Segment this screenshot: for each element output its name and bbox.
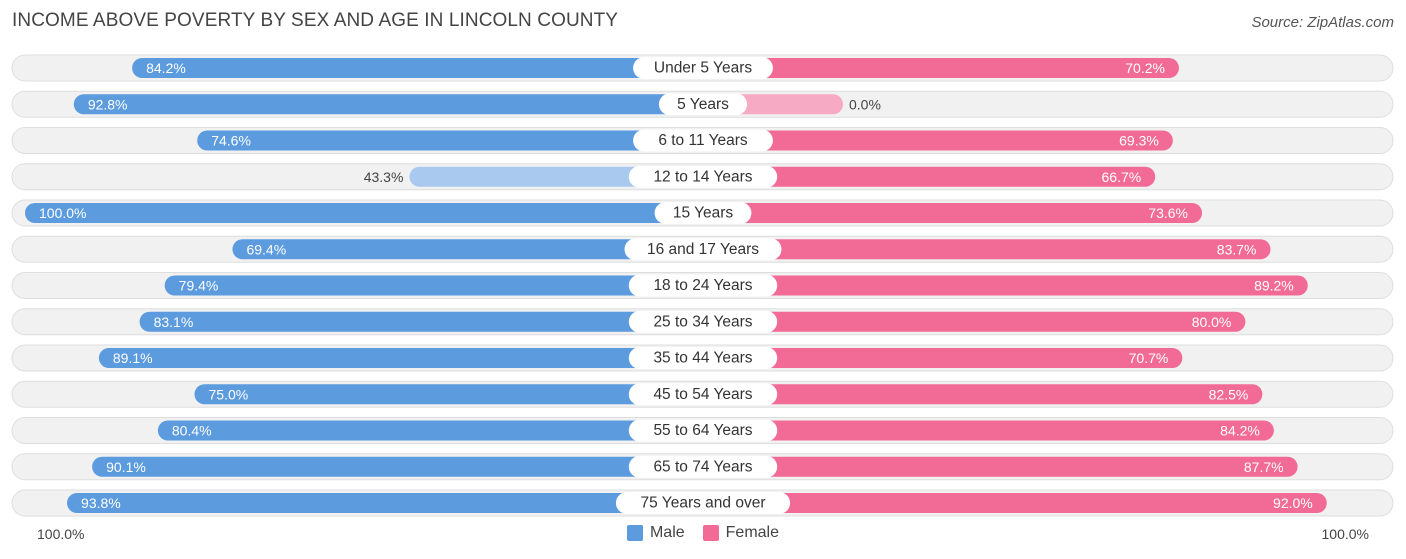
category-label: 6 to 11 Years [658, 132, 748, 149]
category-pill [633, 57, 773, 79]
chart-title: INCOME ABOVE POVERTY BY SEX AND AGE IN L… [12, 10, 619, 31]
category-label: 55 to 64 Years [653, 422, 752, 439]
category-pill [628, 419, 778, 442]
female-value-label: 82.5% [1209, 386, 1249, 402]
male-value-label: 84.2% [146, 60, 186, 76]
male-value-label: 93.8% [81, 495, 121, 511]
category-label: 5 Years [677, 96, 729, 113]
category-label: 12 to 14 Years [653, 168, 752, 185]
diverging-bar-chart: 84.2% 70.2% Under 5 Years 92.8% 0.0% 5 Years 7… [11, 54, 1394, 517]
category-label: 18 to 24 Years [653, 277, 752, 294]
legend-item-female[interactable]: Female [702, 524, 780, 542]
axis-right-label: 100.0% [1321, 526, 1369, 542]
category-label: 15 Years [673, 205, 734, 222]
male-value-label: 75.0% [209, 386, 249, 402]
category-pill [628, 310, 778, 333]
male-value-label: 89.1% [113, 350, 153, 366]
category-label: 75 Years and over [641, 495, 766, 512]
axis-left-label: 100.0% [37, 526, 85, 542]
male-bar [164, 275, 704, 296]
female-value-label: 80.0% [1192, 314, 1232, 330]
female-value-label: 83.7% [1217, 241, 1257, 257]
female-bar [703, 311, 1246, 332]
category-pill [633, 129, 773, 152]
female-value-label: 66.7% [1102, 169, 1142, 185]
female-bar [703, 203, 1203, 223]
category-label: Under 5 Years [654, 60, 752, 77]
male-value-label: 79.4% [179, 278, 219, 294]
category-label: 45 to 54 Years [653, 386, 752, 403]
male-bar [92, 456, 703, 477]
female-bar [703, 58, 1179, 78]
female-swatch [702, 525, 719, 541]
female-bar [703, 384, 1263, 405]
female-bar [703, 456, 1298, 477]
category-pill [628, 455, 778, 478]
legend-item-male[interactable]: Male [626, 524, 685, 542]
female-bar [703, 275, 1308, 296]
male-value-label: 90.1% [106, 459, 146, 475]
male-bar [25, 203, 703, 223]
category-pill [654, 202, 752, 224]
female-bar [703, 420, 1274, 441]
category-label: 65 to 74 Years [653, 458, 752, 475]
female-value-label: 92.0% [1273, 495, 1313, 511]
female-bar [703, 493, 1327, 513]
female-value-label: 69.3% [1119, 133, 1159, 149]
male-value-label: 43.3% [364, 169, 404, 185]
category-pill [658, 93, 748, 116]
male-bar [67, 493, 703, 513]
category-label: 25 to 34 Years [653, 313, 752, 330]
category-pill [628, 274, 778, 297]
female-bar [703, 166, 1156, 187]
category-pill [628, 383, 778, 406]
male-bar [194, 384, 703, 405]
category-label: 16 and 17 Years [647, 241, 759, 258]
male-swatch [626, 525, 643, 541]
source-label: Source: ZipAtlas.com [1251, 14, 1394, 31]
female-value-label: 0.0% [849, 96, 881, 112]
male-value-label: 83.1% [154, 314, 194, 330]
male-value-label: 92.8% [88, 96, 128, 112]
legend-female-label: Female [725, 524, 780, 541]
legend-male-label: Male [649, 524, 685, 541]
male-bar [157, 420, 703, 441]
male-bar [197, 130, 703, 151]
female-value-label: 70.7% [1129, 350, 1169, 366]
female-bar [703, 348, 1183, 368]
female-bar [703, 239, 1271, 260]
female-value-label: 87.7% [1244, 459, 1284, 475]
female-value-label: 70.2% [1125, 60, 1165, 76]
category-pill [624, 238, 782, 261]
male-bar [132, 58, 703, 78]
female-value-label: 84.2% [1220, 423, 1260, 439]
male-value-label: 74.6% [211, 133, 251, 149]
male-bar [232, 239, 703, 260]
male-value-label: 69.4% [246, 241, 286, 257]
category-pill [615, 492, 791, 514]
category-pill [628, 347, 778, 369]
category-label: 35 to 44 Years [653, 350, 752, 367]
female-value-label: 89.2% [1254, 278, 1294, 294]
male-value-label: 100.0% [39, 205, 86, 221]
category-pill [628, 165, 778, 188]
male-value-label: 80.4% [172, 423, 212, 439]
female-bar [703, 130, 1173, 151]
female-value-label: 73.6% [1148, 205, 1188, 221]
male-bar [139, 311, 703, 332]
male-bar [98, 348, 704, 368]
legend: Male Female [0, 524, 1406, 542]
male-bar [409, 166, 703, 187]
male-bar [73, 94, 704, 115]
